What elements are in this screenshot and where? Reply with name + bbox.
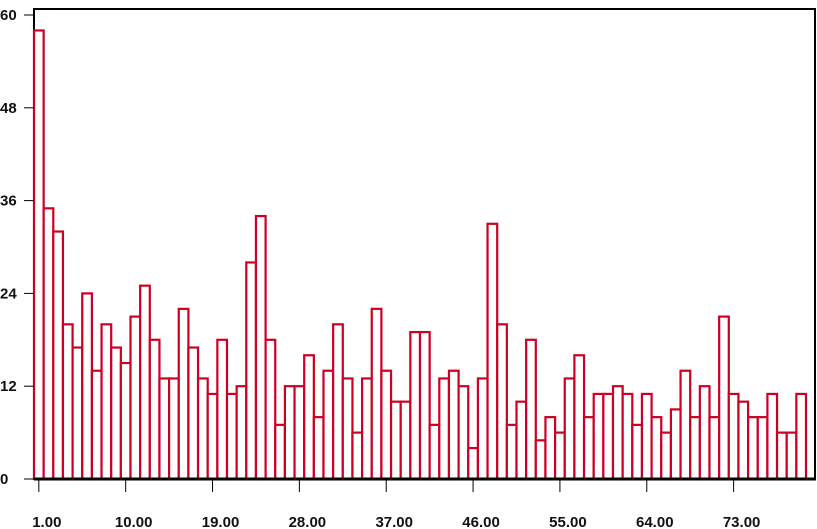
- bar-58: [582, 416, 595, 481]
- bar-14: [158, 377, 171, 481]
- bar-48: [486, 222, 499, 481]
- bar-8: [100, 323, 113, 481]
- bar-53: [534, 439, 547, 481]
- bar-32: [332, 323, 344, 481]
- bar-80: [795, 392, 808, 481]
- y-tick-label: 48: [0, 100, 17, 117]
- bar-65: [650, 416, 663, 481]
- x-tick-label: 1.00: [32, 514, 61, 529]
- bar-34: [351, 431, 364, 481]
- bar-60: [602, 392, 615, 481]
- y-tick-label: 12: [0, 378, 17, 395]
- bar-1: [32, 29, 45, 481]
- bar-67: [669, 408, 682, 481]
- bar-6: [81, 292, 93, 481]
- x-tick-label: 55.00: [549, 514, 587, 529]
- bar-61: [611, 385, 624, 481]
- y-tick-label: 0: [0, 471, 8, 488]
- bar-17: [187, 346, 200, 481]
- bar-4: [61, 323, 74, 481]
- bar-35: [361, 377, 373, 481]
- bar-41: [418, 330, 431, 481]
- bar-47: [476, 377, 489, 481]
- bar-49: [496, 323, 508, 481]
- bar-39: [399, 400, 412, 481]
- bar-30: [312, 416, 325, 481]
- bar-22: [235, 385, 248, 481]
- bar-38: [389, 400, 402, 481]
- bar-10: [119, 361, 132, 481]
- y-tick-label: 36: [0, 193, 17, 210]
- bar-74: [737, 400, 750, 481]
- bar-63: [631, 423, 644, 481]
- bar-44: [447, 369, 460, 481]
- bar-3: [52, 230, 65, 481]
- bar-24: [254, 214, 267, 481]
- x-tick-label: 19.00: [202, 514, 240, 529]
- x-axis: 1.00 10.00 19.00 28.00 37.00 46.00 55.00 64.00 7…: [32, 480, 760, 529]
- bar-9: [110, 346, 122, 481]
- bar-43: [438, 377, 451, 481]
- bar-56: [563, 377, 576, 481]
- bar-73: [727, 392, 740, 481]
- bar-25: [264, 338, 277, 481]
- bar-11: [129, 315, 142, 481]
- bar-54: [544, 416, 557, 481]
- bar-23: [245, 261, 258, 481]
- bar-33: [341, 377, 354, 481]
- bar-77: [766, 392, 779, 481]
- bar-16: [177, 307, 190, 481]
- bar-62: [621, 392, 634, 481]
- bar-20: [216, 338, 229, 481]
- bar-26: [274, 423, 286, 481]
- bar-12: [139, 284, 151, 481]
- bar-21: [225, 392, 238, 481]
- bar-71: [708, 416, 721, 481]
- bar-76: [756, 416, 769, 481]
- bar-31: [322, 369, 335, 481]
- bar-36: [370, 307, 383, 481]
- x-tick-label: 46.00: [462, 514, 500, 529]
- bar-2: [42, 207, 55, 481]
- bar-18: [196, 377, 209, 481]
- x-tick-label: 28.00: [289, 514, 327, 529]
- bar-70: [698, 385, 711, 481]
- bar-51: [515, 400, 528, 481]
- bar-75: [746, 416, 759, 481]
- bar-29: [303, 354, 315, 481]
- bar-46: [467, 446, 479, 481]
- bar-13: [148, 338, 161, 481]
- bar-57: [573, 354, 586, 481]
- bar-50: [505, 423, 518, 481]
- bar-59: [592, 392, 605, 481]
- y-tick-label: 60: [0, 7, 17, 24]
- x-tick-label: 64.00: [636, 514, 674, 529]
- y-axis: 0 12 24 36 48 60: [0, 7, 34, 488]
- bar-52: [525, 338, 537, 481]
- bar-40: [409, 330, 422, 481]
- bar-55: [553, 431, 566, 481]
- bar-64: [640, 392, 653, 481]
- bar-69: [689, 416, 701, 481]
- bar-42: [428, 423, 441, 481]
- bar-28: [293, 385, 306, 481]
- bar-15: [168, 377, 180, 481]
- bar-66: [660, 431, 672, 481]
- bar-78: [775, 431, 788, 481]
- x-tick-label: 73.00: [723, 514, 761, 529]
- y-tick-label: 24: [0, 285, 17, 302]
- x-tick-label: 10.00: [115, 514, 153, 529]
- x-tick-label: 37.00: [375, 514, 413, 529]
- bar-79: [785, 431, 798, 481]
- bar-27: [283, 385, 296, 481]
- bar-19: [206, 392, 219, 481]
- bar-37: [380, 369, 393, 481]
- bar-7: [90, 369, 103, 481]
- bar-68: [679, 369, 692, 481]
- bar-5: [71, 346, 84, 481]
- bar-45: [457, 385, 470, 481]
- bar-72: [718, 315, 730, 481]
